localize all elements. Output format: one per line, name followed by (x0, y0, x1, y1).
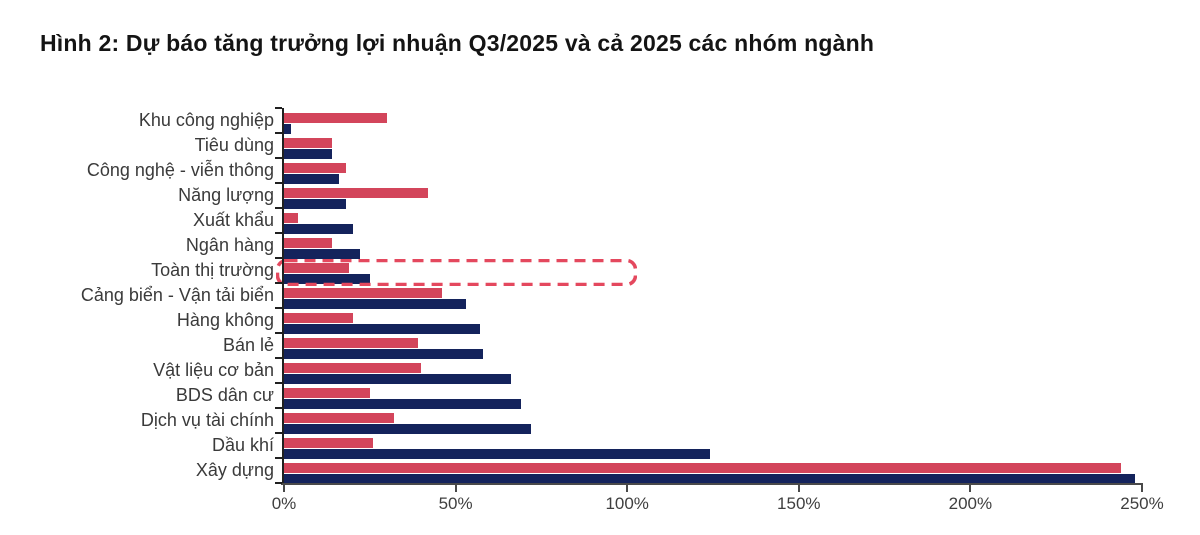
bar-red-series (284, 388, 370, 398)
x-tick-label: 250% (1120, 494, 1164, 513)
category-row (284, 333, 1142, 359)
bar-navy-series (284, 449, 710, 459)
bar-red-series (284, 438, 374, 448)
bar-red-series (284, 188, 429, 198)
x-tick (454, 485, 457, 492)
y-tick (275, 182, 282, 184)
category-label: Bán lẻ (222, 335, 274, 355)
y-tick (275, 132, 282, 134)
x-tick-label: 0% (271, 494, 297, 513)
bar-navy-series (284, 299, 466, 309)
category-label: Ngân hàng (185, 235, 274, 255)
bar-red-series (284, 213, 298, 223)
x-tick (1141, 485, 1143, 492)
bar-navy-series (284, 199, 346, 209)
category-row (284, 133, 1142, 159)
chart-title: Hình 2: Dự báo tăng trưởng lợi nhuận Q3/… (40, 30, 875, 56)
y-tick (275, 282, 282, 284)
x-tick-label: 100% (605, 494, 649, 513)
category-label: Xuất khẩu (192, 210, 274, 230)
bar-red-series (284, 413, 394, 423)
y-tick (275, 107, 282, 109)
x-tick (797, 485, 800, 492)
bar-red-series (284, 263, 350, 273)
category-label: BDS dân cư (175, 385, 274, 405)
x-tick-label: 200% (948, 494, 993, 513)
plot-area (275, 108, 1142, 484)
category-row (284, 183, 1142, 209)
y-axis-line (282, 108, 284, 485)
category-row (284, 108, 1142, 134)
bar-navy-series (284, 224, 353, 234)
bar-navy-series (284, 149, 333, 159)
bar-red-series (284, 113, 387, 123)
bar-red-series (284, 463, 1122, 473)
y-tick (275, 332, 282, 334)
y-tick (275, 307, 282, 309)
category-row (284, 383, 1142, 409)
category-label: Năng lượng (178, 185, 274, 205)
category-row (284, 283, 1142, 309)
bar-navy-series (284, 249, 360, 259)
category-row (284, 308, 1142, 334)
category-label: Xây dựng (195, 460, 274, 480)
y-tick (275, 257, 282, 259)
category-row (284, 458, 1142, 484)
category-label: Toàn thị trường (151, 260, 274, 280)
bar-navy-series (284, 174, 339, 184)
category-label: Hàng không (176, 310, 274, 330)
y-tick (275, 382, 282, 384)
bar-navy-series (284, 424, 532, 434)
bar-red-series (284, 313, 353, 323)
category-label: Cảng biển - Vận tải biển (80, 285, 274, 305)
bar-red-series (284, 138, 333, 148)
category-row (284, 158, 1142, 184)
category-label: Dịch vụ tài chính (140, 410, 274, 430)
category-row (284, 358, 1142, 384)
x-tick-label: 150% (777, 494, 821, 513)
category-row (284, 208, 1142, 234)
y-tick (275, 482, 282, 484)
x-tick (969, 485, 972, 492)
bar-red-series (284, 288, 442, 298)
bar-navy-series (284, 324, 480, 334)
category-row (284, 233, 1142, 259)
y-tick (275, 432, 282, 434)
category-label: Khu công nghiệp (138, 110, 274, 130)
category-label: Vật liệu cơ bản (153, 360, 274, 380)
y-tick (275, 407, 282, 409)
x-axis-line (281, 483, 1143, 485)
x-tick-label: 50% (438, 494, 473, 513)
y-tick (275, 232, 282, 234)
bar-red-series (284, 338, 418, 348)
category-row (284, 258, 1142, 284)
bar-navy-series (284, 124, 291, 134)
y-tick (275, 157, 282, 159)
category-row (284, 408, 1142, 434)
x-tick (626, 485, 629, 492)
bar-red-series (284, 238, 333, 248)
bar-navy-series (284, 399, 521, 409)
y-tick (275, 457, 282, 459)
category-label: Tiêu dùng (194, 135, 274, 155)
bar-red-series (284, 163, 346, 173)
y-tick (275, 357, 282, 359)
category-label: Dầu khí (211, 435, 274, 455)
category-row (284, 433, 1142, 459)
bar-navy-series (284, 349, 484, 359)
category-label: Công nghệ - viễn thông (86, 160, 274, 180)
bar-navy-series (284, 374, 511, 384)
bar-navy-series (284, 474, 1136, 484)
x-tick (283, 485, 285, 492)
bar-red-series (284, 363, 422, 373)
y-tick (275, 207, 282, 209)
